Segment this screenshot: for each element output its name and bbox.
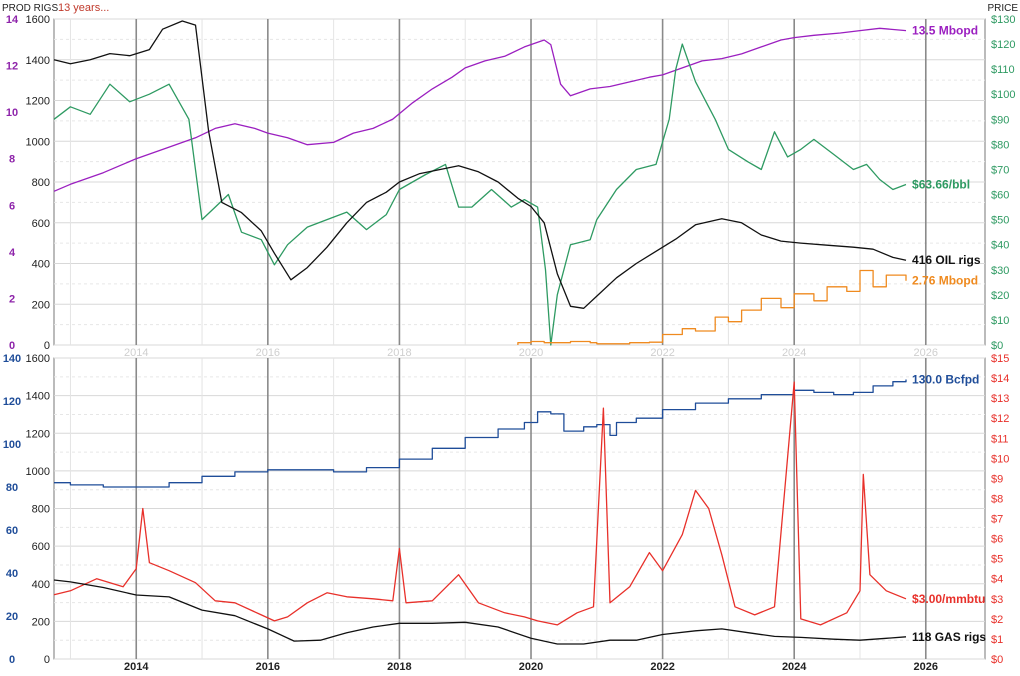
y-tick-label-left-outer: 12 [6, 61, 18, 73]
y-tick-label-right: $40 [991, 240, 1009, 252]
x-tick-label: 2022 [650, 347, 674, 359]
header-left-note: 13 years... [58, 2, 109, 14]
x-tick-label: 2018 [387, 347, 411, 359]
y-tick-label-left-outer: 20 [6, 611, 18, 623]
y-tick-label-left-outer: 100 [3, 439, 21, 451]
y-tick-label-right: $15 [991, 353, 1009, 365]
series-end-label-oil-prod: 13.5 Mbopd [912, 24, 978, 38]
y-tick-label-left-outer: 2 [9, 293, 15, 305]
series-line-gas-prod [54, 379, 907, 488]
y-tick-label-left-inner: 0 [44, 340, 50, 352]
x-tick-label: 2022 [650, 661, 674, 673]
y-tick-label-left-inner: 800 [32, 177, 50, 189]
y-tick-label-right: $80 [991, 139, 1009, 151]
y-tick-label-right: $20 [991, 290, 1009, 302]
series-line-gulf-prod [517, 269, 907, 345]
y-tick-label-left-outer: 14 [6, 14, 19, 26]
y-tick-label-left-outer: 4 [9, 247, 16, 259]
y-tick-label-left-inner: 1600 [26, 353, 50, 365]
y-tick-label-left-outer: 120 [3, 396, 21, 408]
y-tick-label-left-outer: 60 [6, 525, 18, 537]
x-tick-label: 2020 [519, 661, 543, 673]
y-tick-label-right: $9 [991, 473, 1003, 485]
y-tick-label-right: $13 [991, 393, 1009, 405]
x-tick-label: 2020 [519, 347, 543, 359]
y-tick-label-right: $90 [991, 114, 1009, 126]
y-tick-label-right: $0 [991, 340, 1003, 352]
y-tick-label-right: $7 [991, 514, 1003, 526]
y-tick-label-left-outer: 6 [9, 200, 15, 212]
series-line-oil-rigs [53, 20, 907, 309]
series-line-gas-price [53, 381, 907, 626]
series-line-oil-prod [53, 27, 907, 192]
series-end-label-gulf-prod: 2.76 Mbopd [912, 274, 978, 288]
y-tick-label-right: $1 [991, 634, 1003, 646]
y-tick-label-left-outer: 8 [9, 154, 15, 166]
y-tick-label-left-inner: 400 [32, 579, 50, 591]
x-tick-label: 2014 [124, 661, 149, 673]
y-tick-label-left-inner: 1200 [26, 96, 50, 108]
y-tick-label-right: $10 [991, 315, 1009, 327]
y-tick-label-right: $70 [991, 164, 1009, 176]
series-end-label-gas-price: $3.00/mmbtu [912, 592, 985, 606]
y-tick-label-right: $0 [991, 654, 1003, 666]
y-tick-label-left-inner: 600 [32, 218, 50, 230]
y-tick-label-right: $110 [991, 64, 1015, 76]
oil-panel: 0 2 4 6 8 10 12 14 0 200 400 600 800 1000 1200 1400 1600… [6, 14, 1016, 359]
header-right-label: PRICE [987, 3, 1018, 14]
y-tick-label-left-outer: 40 [6, 568, 18, 580]
x-tick-label: 2016 [256, 347, 280, 359]
x-tick-label: 2018 [387, 661, 411, 673]
y-tick-label-right: $30 [991, 265, 1009, 277]
y-tick-label-right: $130 [991, 14, 1015, 26]
series-end-label-gas-prod: 130.0 Bcfpd [912, 373, 979, 387]
y-tick-label-right: $5 [991, 554, 1003, 566]
y-tick-label-left-inner: 1000 [26, 136, 50, 148]
x-tick-label: 2014 [124, 347, 148, 359]
y-tick-label-right: $100 [991, 89, 1015, 101]
y-tick-label-left-inner: 200 [32, 616, 50, 628]
header-left-label: PROD RIGS [2, 3, 58, 14]
x-tick-label: 2024 [782, 661, 807, 673]
y-tick-label-left-inner: 1000 [26, 466, 50, 478]
x-tick-label: 2026 [914, 347, 938, 359]
x-tick-label: 2026 [914, 661, 938, 673]
y-tick-label-left-outer: 80 [6, 482, 18, 494]
y-tick-label-left-inner: 800 [32, 504, 50, 516]
y-tick-label-left-inner: 1400 [26, 55, 50, 67]
series-end-label-oil-price: $63.66/bbl [912, 178, 970, 192]
y-tick-label-left-inner: 200 [32, 299, 50, 311]
y-tick-label-left-inner: 1600 [26, 14, 50, 26]
y-tick-label-left-inner: 1400 [26, 391, 50, 403]
y-tick-label-left-inner: 1200 [26, 428, 50, 440]
series-end-label-gas-rigs: 118 GAS rigs [912, 630, 986, 644]
gas-panel: 0204060801001201400200400600800100012001… [3, 353, 1010, 673]
y-tick-label-right: $120 [991, 39, 1015, 51]
y-tick-label-right: $2 [991, 614, 1003, 626]
y-tick-label-left-outer: 0 [9, 340, 15, 352]
y-tick-label-right: $4 [991, 574, 1003, 586]
y-tick-label-right: $8 [991, 493, 1003, 505]
y-tick-label-left-inner: 400 [32, 259, 50, 271]
y-tick-label-right: $11 [991, 433, 1009, 445]
y-tick-label-left-outer: 10 [6, 107, 18, 119]
series-end-label-oil-rigs: 416 OIL rigs [912, 253, 981, 267]
series-line-gas-rigs [53, 579, 907, 645]
y-tick-label-right: $12 [991, 413, 1009, 425]
x-tick-label: 2024 [782, 347, 806, 359]
series-line-oil-price [53, 43, 907, 346]
y-tick-label-left-inner: 0 [44, 654, 50, 666]
y-tick-label-right: $50 [991, 215, 1009, 227]
y-tick-label-right: $14 [991, 373, 1009, 385]
y-tick-label-right: $60 [991, 190, 1009, 202]
y-tick-label-left-outer: 140 [3, 353, 21, 365]
y-tick-label-right: $3 [991, 594, 1003, 606]
y-tick-label-left-outer: 0 [9, 654, 15, 666]
y-tick-label-left-inner: 600 [32, 541, 50, 553]
y-tick-label-right: $10 [991, 453, 1009, 465]
y-tick-label-right: $6 [991, 534, 1003, 546]
x-tick-label: 2016 [256, 661, 280, 673]
